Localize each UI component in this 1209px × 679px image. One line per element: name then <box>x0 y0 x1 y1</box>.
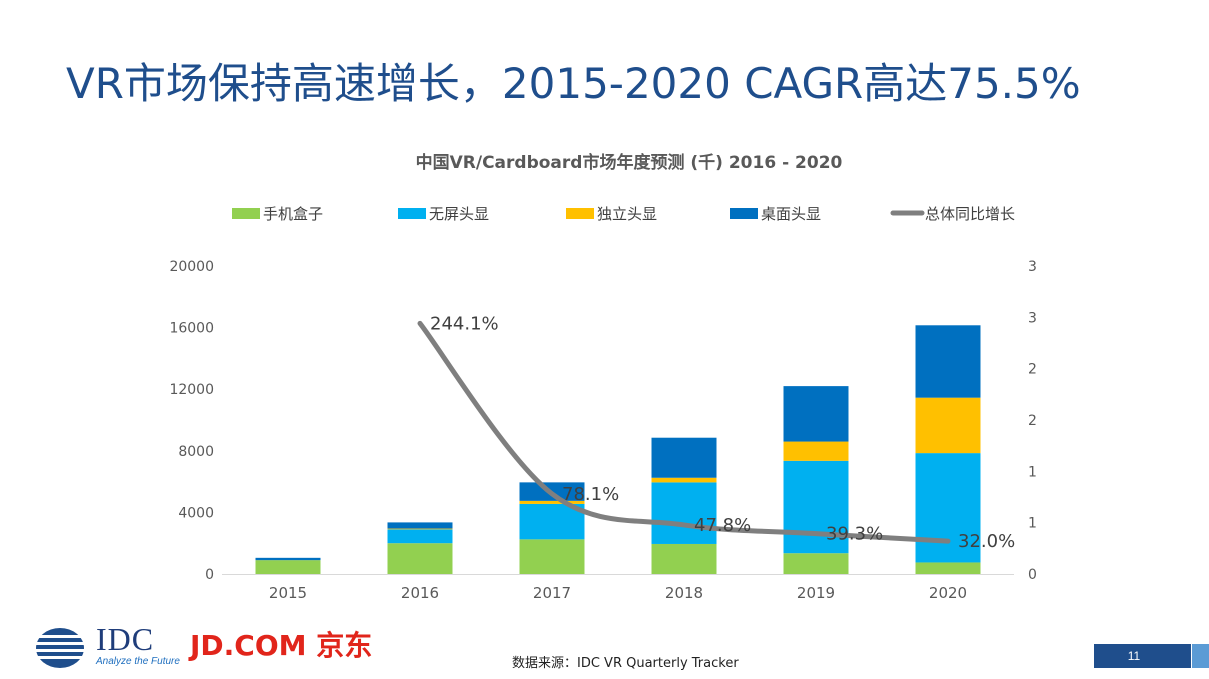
y-right-tick-label: 3 <box>1028 310 1037 326</box>
x-tick-label: 2020 <box>929 584 967 602</box>
bar-segment <box>519 539 585 574</box>
y-right-tick-label: 3 <box>1028 259 1037 275</box>
legend-swatch <box>566 208 594 219</box>
y-left-tick-label: 12000 <box>169 382 214 398</box>
bar-segment <box>651 477 717 483</box>
growth-line-series: 244.1% 78.1% 47.8% 39.3% 32.0% <box>417 313 1015 552</box>
idc-logo-text: IDC <box>96 621 155 657</box>
legend-swatch <box>398 208 426 219</box>
x-tick-label: 2019 <box>797 584 835 602</box>
bar-series <box>222 325 1014 575</box>
bar-segment <box>387 528 453 530</box>
bar-segment <box>255 560 321 574</box>
bar-segment <box>651 482 717 544</box>
idc-logo-icon <box>34 626 184 670</box>
y-left-tick-label: 0 <box>205 567 214 583</box>
legend-label: 手机盒子 <box>263 205 323 223</box>
bar-segment <box>651 437 717 478</box>
growth-data-label: 39.3% <box>826 524 883 545</box>
x-tick-label: 2015 <box>269 584 307 602</box>
x-tick-label: 2018 <box>665 584 703 602</box>
page-number: 11 <box>1127 649 1141 663</box>
bar-segment <box>783 441 849 461</box>
legend-swatch <box>232 208 260 219</box>
y-right-tick-label: 2 <box>1028 362 1037 378</box>
y-left-tick-label: 20000 <box>169 259 214 275</box>
bar-segment <box>915 397 981 454</box>
jd-logo: JD.COM 京东 <box>190 629 373 662</box>
growth-data-label: 47.8% <box>694 515 751 536</box>
x-axis: 2015 2016 2017 2018 2019 2020 <box>269 584 967 602</box>
growth-line <box>417 320 951 544</box>
chart-title: 中国VR/Cardboard市场年度预测 (千) 2016 - 2020 <box>416 152 843 173</box>
data-source: 数据来源：IDC VR Quarterly Tracker <box>512 656 739 671</box>
bar-segment <box>651 543 717 574</box>
legend: 手机盒子 无屏头显 独立头显 桌面头显 总体同比增长 <box>232 205 1015 223</box>
bar-segment <box>519 500 585 504</box>
idc-logo-tagline: Analyze the Future <box>96 656 180 667</box>
y-right-tick-label: 1 <box>1028 516 1037 532</box>
bar-segment <box>915 562 981 574</box>
bar-segment <box>915 453 981 563</box>
growth-data-label: 32.0% <box>958 531 1015 552</box>
bar-segment <box>387 543 453 574</box>
y-left-tick-label: 8000 <box>178 444 214 460</box>
legend-label: 独立头显 <box>597 205 657 223</box>
bar-segment <box>387 522 453 529</box>
y-axis-left: 0 4000 8000 12000 16000 20000 <box>169 259 214 583</box>
page-number-bar-accent <box>1192 644 1209 668</box>
bar-segment <box>387 529 453 544</box>
x-tick-label: 2017 <box>533 584 571 602</box>
y-right-tick-label: 1 <box>1028 464 1037 480</box>
legend-label: 总体同比增长 <box>925 205 1015 223</box>
bar-segment <box>915 325 981 398</box>
legend-label: 桌面头显 <box>761 205 821 223</box>
bar-segment <box>783 386 849 442</box>
x-tick-label: 2016 <box>401 584 439 602</box>
y-right-tick-label: 2 <box>1028 413 1037 429</box>
y-left-tick-label: 16000 <box>169 321 214 337</box>
bar-segment <box>783 553 849 574</box>
slide-title: VR市场保持高速增长，2015-2020 CAGR高达75.5% <box>66 59 1081 108</box>
growth-data-label: 244.1% <box>430 313 499 334</box>
growth-data-label: 78.1% <box>562 484 619 505</box>
bar-segment <box>255 557 321 561</box>
legend-label: 无屏头显 <box>429 205 489 223</box>
y-axis-right: 0 1 1 2 2 3 3 <box>1028 259 1037 583</box>
page-number-bar <box>1094 644 1191 668</box>
legend-swatch <box>730 208 758 219</box>
bar-segment <box>783 460 849 554</box>
y-left-tick-label: 4000 <box>178 505 214 521</box>
y-right-tick-label: 0 <box>1028 567 1037 583</box>
